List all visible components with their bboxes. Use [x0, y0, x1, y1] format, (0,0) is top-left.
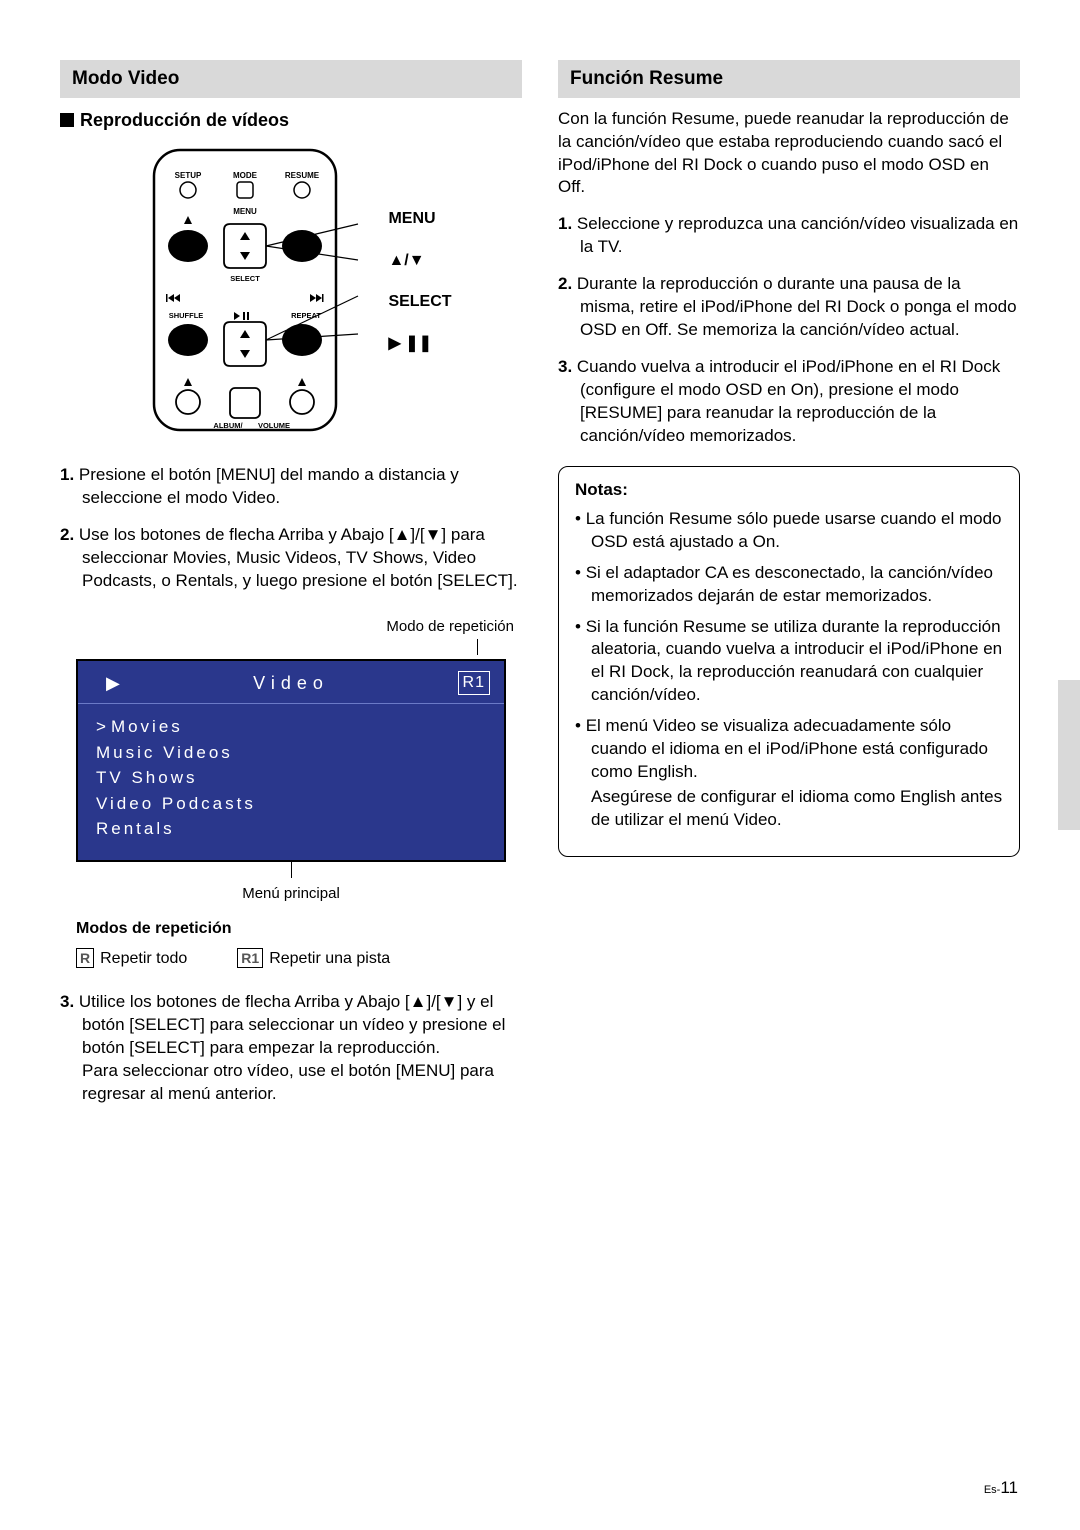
osd-menu-list: Movies Music Videos TV Shows Video Podca… — [78, 704, 504, 860]
note-item: Si la función Resume se utiliza durante … — [575, 616, 1003, 708]
subheading-text: Reproducción de vídeos — [80, 110, 289, 130]
step-3: 3. Utilice los botones de flecha Arriba … — [60, 991, 522, 1106]
remote-control-diagram: SETUP MODE RESUME MENU SELECT — [130, 146, 360, 436]
label-select: SELECT — [388, 291, 451, 313]
svg-text:SELECT: SELECT — [231, 274, 261, 283]
section-header-video-mode: Modo Video — [60, 60, 522, 98]
svg-text:SETUP: SETUP — [175, 171, 202, 180]
step-1: 1. Presione el botón [MENU] del mando a … — [60, 464, 522, 510]
osd-item: Video Podcasts — [96, 791, 486, 817]
svg-text:RESUME: RESUME — [285, 171, 320, 180]
osd-title-bar: ▶ Video R1 — [78, 661, 504, 704]
resume-steps: 1. Seleccione y reproduzca una canción/v… — [558, 213, 1020, 447]
svg-text:MENU: MENU — [234, 207, 258, 216]
resume-intro: Con la función Resume, puede reanudar la… — [558, 108, 1020, 200]
step-2: 2. Use los botones de flecha Arriba y Ab… — [60, 524, 522, 593]
play-icon: ▶ — [106, 671, 126, 695]
svg-text:VOLUME: VOLUME — [258, 421, 290, 430]
repeat-badge: R1 — [458, 671, 490, 695]
repeat-all: RRepetir todo — [76, 948, 187, 970]
svg-text:SHUFFLE: SHUFFLE — [169, 311, 204, 320]
svg-text:MODE: MODE — [233, 171, 258, 180]
resume-step-2: 2. Durante la reproducción o durante una… — [558, 273, 1020, 342]
resume-step-1: 1. Seleccione y reproduzca una canción/v… — [558, 213, 1020, 259]
left-column: Modo Video Reproducción de vídeos SETUP … — [60, 60, 522, 1120]
caption-repeat-mode: Modo de repetición — [60, 617, 514, 655]
section-header-resume: Función Resume — [558, 60, 1020, 98]
two-column-layout: Modo Video Reproducción de vídeos SETUP … — [60, 60, 1020, 1120]
notes-list: La función Resume sólo puede usarse cuan… — [575, 508, 1003, 832]
osd-item: Movies — [96, 714, 486, 740]
note-item: Si el adaptador CA es desconectado, la c… — [575, 562, 1003, 608]
square-bullet-icon — [60, 113, 74, 127]
remote-callout-labels: MENU ▲/▼ SELECT ▶ ❚❚ — [388, 146, 451, 354]
osd-item: TV Shows — [96, 765, 486, 791]
repeat-modes-row: RRepetir todo R1Repetir una pista — [76, 948, 506, 970]
osd-menu-screenshot: ▶ Video R1 Movies Music Videos TV Shows … — [76, 659, 506, 862]
steps-list-b: 3. Utilice los botones de flecha Arriba … — [60, 991, 522, 1106]
notes-box: Notas: La función Resume sólo puede usar… — [558, 466, 1020, 857]
page-number: Es-11 — [984, 1477, 1018, 1500]
osd-item: Rentals — [96, 816, 486, 842]
repeat-one-icon: R1 — [237, 948, 263, 969]
notes-title: Notas: — [575, 479, 1003, 502]
steps-list-a: 1. Presione el botón [MENU] del mando a … — [60, 464, 522, 593]
osd-item: Music Videos — [96, 740, 486, 766]
repeat-one: R1Repetir una pista — [237, 948, 390, 970]
label-menu: MENU — [388, 208, 451, 230]
repeat-modes-section: Modos de repetición RRepetir todo R1Repe… — [76, 918, 506, 969]
caption-main-menu: Menú principal — [60, 884, 522, 904]
osd-title-text: Video — [253, 671, 329, 695]
page-side-tab — [1058, 680, 1080, 830]
label-playpause: ▶ ❚❚ — [388, 333, 451, 355]
remote-diagram-wrapper: SETUP MODE RESUME MENU SELECT — [60, 146, 522, 436]
subheading-video-playback: Reproducción de vídeos — [60, 108, 522, 132]
svg-text:ALBUM/: ALBUM/ — [214, 421, 244, 430]
right-column: Función Resume Con la función Resume, pu… — [558, 60, 1020, 1120]
resume-step-3: 3. Cuando vuelva a introducir el iPod/iP… — [558, 356, 1020, 448]
repeat-all-icon: R — [76, 948, 94, 969]
note-item: La función Resume sólo puede usarse cuan… — [575, 508, 1003, 554]
repeat-modes-heading: Modos de repetición — [76, 918, 506, 940]
label-arrows: ▲/▼ — [388, 250, 451, 272]
note-item: El menú Video se visualiza adecuadamente… — [575, 715, 1003, 832]
